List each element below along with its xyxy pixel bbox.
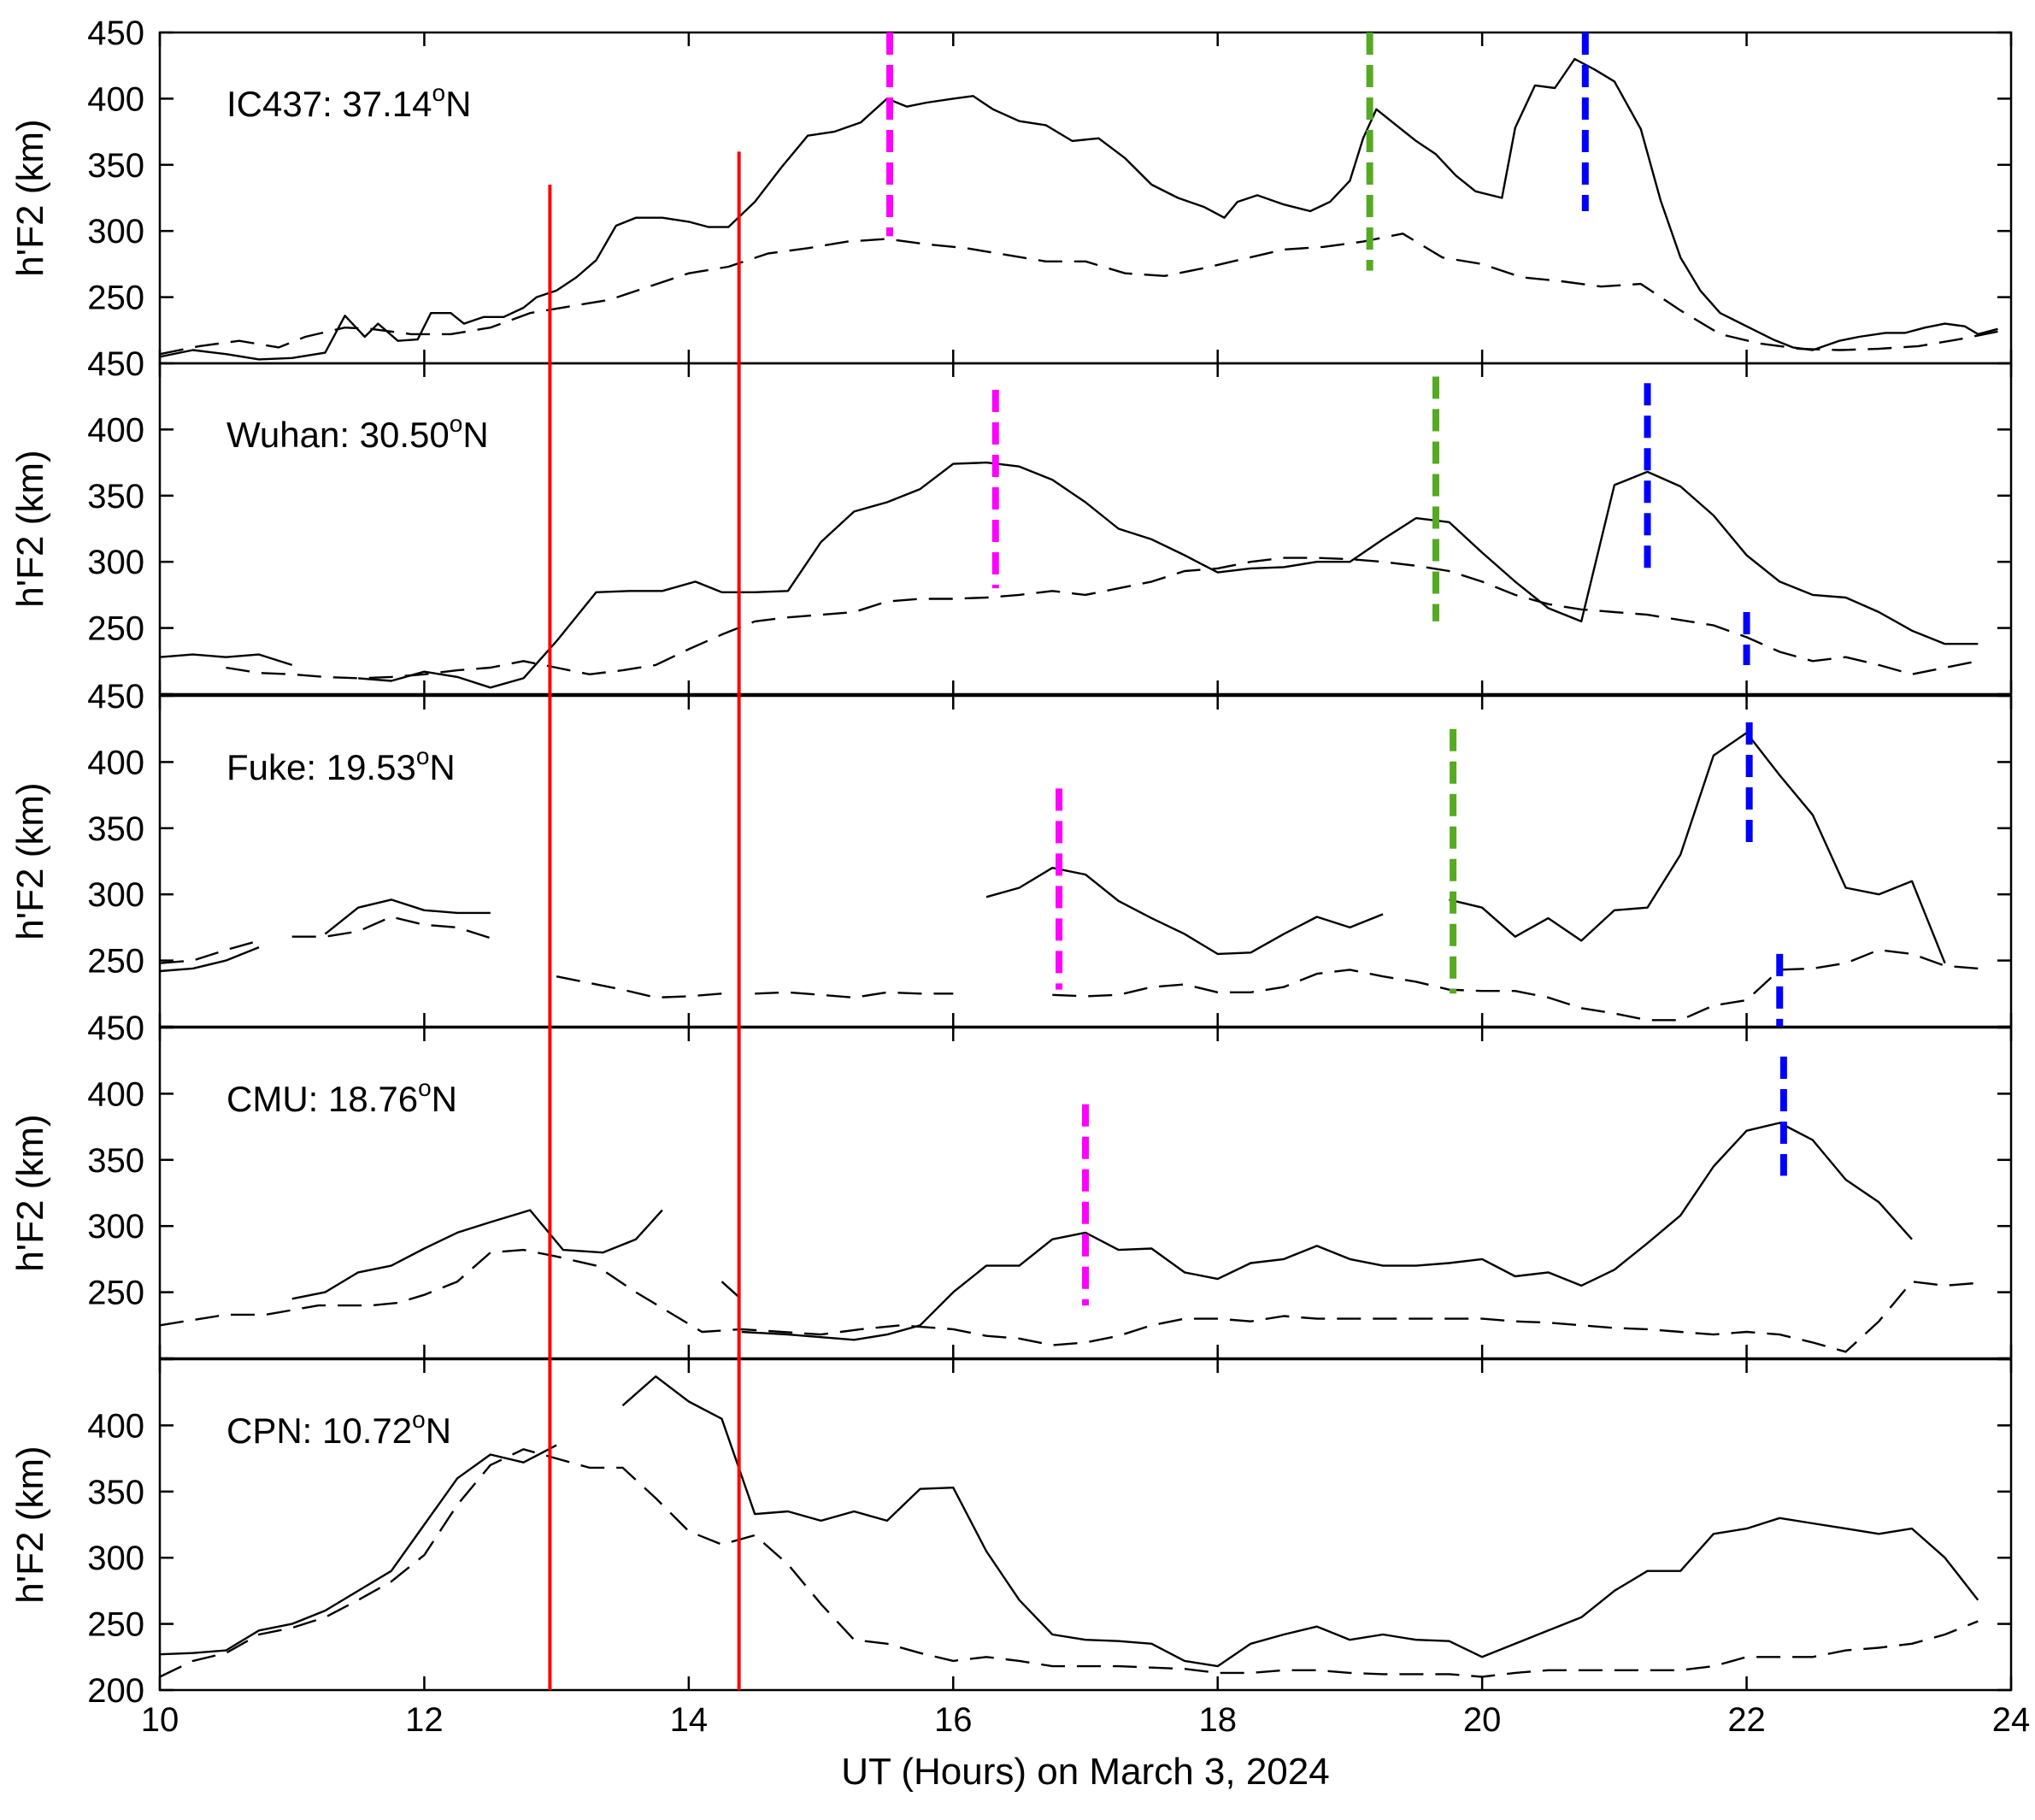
observed-line	[291, 1209, 663, 1300]
station-label: CMU: 18.76oN	[226, 1075, 457, 1119]
y-axis-label: h'F2 (km)	[9, 119, 51, 276]
red-vertical-lines	[548, 151, 741, 1690]
y-tick-label: 250	[87, 1606, 144, 1644]
hemisphere: N	[445, 84, 471, 124]
reference-line	[160, 1248, 1979, 1353]
y-tick-label: 450	[87, 1010, 144, 1047]
reference-line	[720, 1281, 750, 1306]
station-name: IC437: 37.14	[226, 84, 432, 124]
station-name: Wuhan: 30.50	[226, 415, 450, 455]
y-tick-label: 400	[87, 411, 144, 449]
station-label: CPN: 10.72oN	[226, 1406, 451, 1451]
x-tick-label: 16	[934, 1701, 973, 1739]
x-tick-label: 20	[1463, 1701, 1502, 1739]
reference-line	[160, 939, 260, 964]
station-label: Wuhan: 30.50oN	[226, 410, 489, 455]
x-tick-label: 10	[141, 1701, 179, 1739]
station-label: IC437: 37.14oN	[226, 80, 471, 124]
x-tick-label: 18	[1198, 1701, 1237, 1739]
series-group	[160, 732, 1979, 1022]
reference-line	[556, 975, 722, 999]
hemisphere: N	[432, 1079, 457, 1119]
station-name: Fuke: 19.53	[226, 747, 416, 787]
y-tick-label: 350	[87, 147, 144, 185]
panel-fuke: 250 300 350 400 450 h'F2 (km) Fuke: 19.53oN	[9, 678, 2013, 1028]
series-group	[160, 57, 1998, 361]
y-tick-label: 300	[87, 1540, 144, 1577]
y-axis-label: h'F2 (km)	[9, 1114, 51, 1271]
panel-wuhan: 250 300 350 400 450 h'F2 (km) Wuhan: 30.50oN	[9, 345, 2013, 696]
panel-cpn: 200 250 300 350 400 h'F2 (km) CPN: 10.72oN	[9, 1358, 2013, 1710]
observed-line	[741, 1122, 1913, 1341]
y-tick-label: 350	[87, 1474, 144, 1511]
y-tick-label: 400	[87, 1407, 144, 1445]
degree-sup: o	[418, 1075, 432, 1101]
panel-frame	[158, 1026, 2013, 1360]
y-tick-label: 450	[87, 15, 144, 52]
observed-line	[324, 898, 491, 935]
degree-sup: o	[432, 80, 446, 106]
series-group	[160, 1375, 1979, 1678]
y-tick-label: 300	[87, 544, 144, 581]
y-tick-label: 400	[87, 744, 144, 781]
panel-frame	[158, 362, 2013, 696]
panel-frame	[158, 694, 2013, 1028]
observed-line	[160, 57, 1998, 361]
panel-ic437: 250 300 350 400 450 h'F2 (km) IC437: 37.14oN	[9, 15, 2013, 365]
observed-line	[160, 1444, 557, 1656]
station-name: CMU: 18.76	[226, 1079, 418, 1119]
y-tick-label: 450	[87, 678, 144, 716]
y-tick-label: 400	[87, 1075, 144, 1113]
y-tick-label: 350	[87, 1142, 144, 1180]
y-tick-label: 300	[87, 876, 144, 914]
x-tick-label: 14	[670, 1701, 709, 1739]
reference-line	[160, 233, 1998, 356]
hemisphere: N	[462, 415, 488, 455]
y-tick-label: 450	[87, 345, 144, 383]
degree-sup: o	[412, 1406, 426, 1433]
y-tick-label: 250	[87, 1275, 144, 1312]
reference-line	[226, 557, 1979, 680]
panel-frame	[158, 1358, 2013, 1692]
station-label: Fuke: 19.53oN	[226, 743, 456, 787]
y-tick-label: 250	[87, 280, 144, 317]
hemisphere: N	[426, 1411, 451, 1451]
observed-line	[1449, 732, 1946, 964]
y-tick-label: 250	[87, 943, 144, 981]
y-tick-label: 300	[87, 213, 144, 250]
y-tick-label: 400	[87, 80, 144, 118]
y-axis-label: h'F2 (km)	[9, 450, 51, 607]
reference-line	[1052, 949, 1979, 1022]
y-tick-label: 250	[87, 610, 144, 648]
y-tick-label: 350	[87, 478, 144, 515]
x-tick-labels: 10 12 14 16 18 20 22 24	[141, 1701, 2031, 1739]
station-name: CPN: 10.72	[226, 1411, 412, 1451]
degree-sup: o	[416, 743, 430, 769]
reference-line	[755, 991, 954, 999]
x-tick-label: 22	[1727, 1701, 1766, 1739]
x-tick-label: 12	[405, 1701, 444, 1739]
y-axis-label: h'F2 (km)	[9, 1446, 51, 1603]
observed-line	[621, 1375, 1979, 1668]
hemisphere: N	[429, 747, 455, 787]
y-tick-label: 300	[87, 1208, 144, 1246]
y-axis-label: h'F2 (km)	[9, 782, 51, 939]
degree-sup: o	[450, 410, 463, 437]
panel-cmu: 250 300 350 400 450 h'F2 (km) CMU: 18.76oN	[9, 1010, 2013, 1360]
y-tick-label: 200	[87, 1672, 144, 1710]
observed-line	[160, 653, 293, 667]
x-axis-label: UT (Hours) on March 3, 2024	[841, 1751, 1329, 1793]
series-group	[160, 1122, 1979, 1353]
y-tick-label: 350	[87, 810, 144, 848]
x-tick-label: 24	[1992, 1701, 2031, 1739]
observed-line	[160, 945, 260, 973]
observed-line	[358, 461, 1979, 689]
reference-line	[291, 916, 491, 939]
series-group	[160, 461, 1979, 689]
observed-line	[985, 867, 1384, 956]
reference-line	[160, 1448, 1979, 1678]
